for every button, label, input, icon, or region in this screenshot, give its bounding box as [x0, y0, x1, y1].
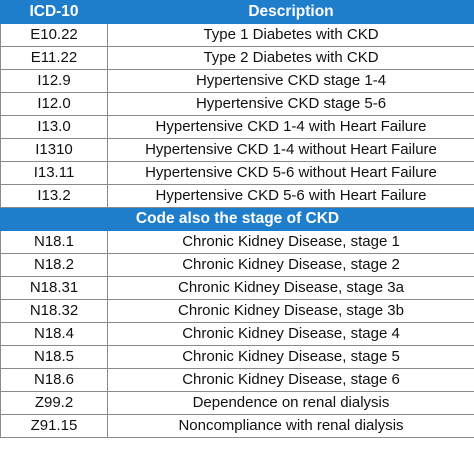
description-cell: Type 2 Diabetes with CKD [107, 46, 474, 70]
table-row: I12.0 Hypertensive CKD stage 5-6 [0, 92, 474, 116]
description-cell: Chronic Kidney Disease, stage 1 [107, 230, 474, 254]
description-cell: Chronic Kidney Disease, stage 3b [107, 299, 474, 323]
description-cell: Type 1 Diabetes with CKD [107, 23, 474, 47]
code-cell: N18.5 [0, 345, 108, 369]
code-cell: I13.2 [0, 184, 108, 208]
table-row: N18.1 Chronic Kidney Disease, stage 1 [0, 230, 474, 254]
description-cell: Hypertensive CKD 1-4 with Heart Failure [107, 115, 474, 139]
code-cell: N18.32 [0, 299, 108, 323]
column-header-code: ICD-10 [0, 0, 108, 24]
code-cell: I12.0 [0, 92, 108, 116]
code-cell: I12.9 [0, 69, 108, 93]
code-cell: I13.11 [0, 161, 108, 185]
header-row: ICD-10 Description [0, 0, 474, 24]
code-cell: Z91.15 [0, 414, 108, 438]
section-header-row: Code also the stage of CKD [0, 207, 474, 231]
table-row: I12.9 Hypertensive CKD stage 1-4 [0, 69, 474, 93]
code-cell: I1310 [0, 138, 108, 162]
description-cell: Hypertensive CKD 1-4 without Heart Failu… [107, 138, 474, 162]
table-row: I13.2 Hypertensive CKD 5-6 with Heart Fa… [0, 184, 474, 208]
table-row: Z99.2 Dependence on renal dialysis [0, 391, 474, 415]
description-cell: Hypertensive CKD stage 1-4 [107, 69, 474, 93]
table-row: Z91.15 Noncompliance with renal dialysis [0, 414, 474, 438]
code-cell: N18.6 [0, 368, 108, 392]
description-cell: Dependence on renal dialysis [107, 391, 474, 415]
description-cell: Chronic Kidney Disease, stage 4 [107, 322, 474, 346]
description-cell: Hypertensive CKD stage 5-6 [107, 92, 474, 116]
code-cell: I13.0 [0, 115, 108, 139]
description-cell: Chronic Kidney Disease, stage 2 [107, 253, 474, 277]
table-row: N18.4 Chronic Kidney Disease, stage 4 [0, 322, 474, 346]
code-cell: N18.31 [0, 276, 108, 300]
table-row: I1310 Hypertensive CKD 1-4 without Heart… [0, 138, 474, 162]
table-row: N18.2 Chronic Kidney Disease, stage 2 [0, 253, 474, 277]
code-cell: N18.2 [0, 253, 108, 277]
column-header-description: Description [107, 0, 474, 24]
code-cell: N18.4 [0, 322, 108, 346]
code-cell: Z99.2 [0, 391, 108, 415]
table-row: I13.11 Hypertensive CKD 5-6 without Hear… [0, 161, 474, 185]
section-header-ckd-stage: Code also the stage of CKD [0, 207, 474, 231]
table-row: N18.5 Chronic Kidney Disease, stage 5 [0, 345, 474, 369]
table-row: N18.32 Chronic Kidney Disease, stage 3b [0, 299, 474, 323]
description-cell: Chronic Kidney Disease, stage 3a [107, 276, 474, 300]
description-cell: Hypertensive CKD 5-6 with Heart Failure [107, 184, 474, 208]
table-row: I13.0 Hypertensive CKD 1-4 with Heart Fa… [0, 115, 474, 139]
description-cell: Chronic Kidney Disease, stage 6 [107, 368, 474, 392]
table-body: E10.22 Type 1 Diabetes with CKD E11.22 T… [0, 23, 474, 438]
description-cell: Chronic Kidney Disease, stage 5 [107, 345, 474, 369]
table-row: N18.31 Chronic Kidney Disease, stage 3a [0, 276, 474, 300]
code-cell: N18.1 [0, 230, 108, 254]
table-header: ICD-10 Description [0, 0, 474, 24]
description-cell: Noncompliance with renal dialysis [107, 414, 474, 438]
table-row: E10.22 Type 1 Diabetes with CKD [0, 23, 474, 47]
icd10-ckd-table: ICD-10 Description E10.22 Type 1 Diabete… [0, 0, 474, 438]
code-cell: E10.22 [0, 23, 108, 47]
description-cell: Hypertensive CKD 5-6 without Heart Failu… [107, 161, 474, 185]
table-row: N18.6 Chronic Kidney Disease, stage 6 [0, 368, 474, 392]
table-row: E11.22 Type 2 Diabetes with CKD [0, 46, 474, 70]
code-cell: E11.22 [0, 46, 108, 70]
